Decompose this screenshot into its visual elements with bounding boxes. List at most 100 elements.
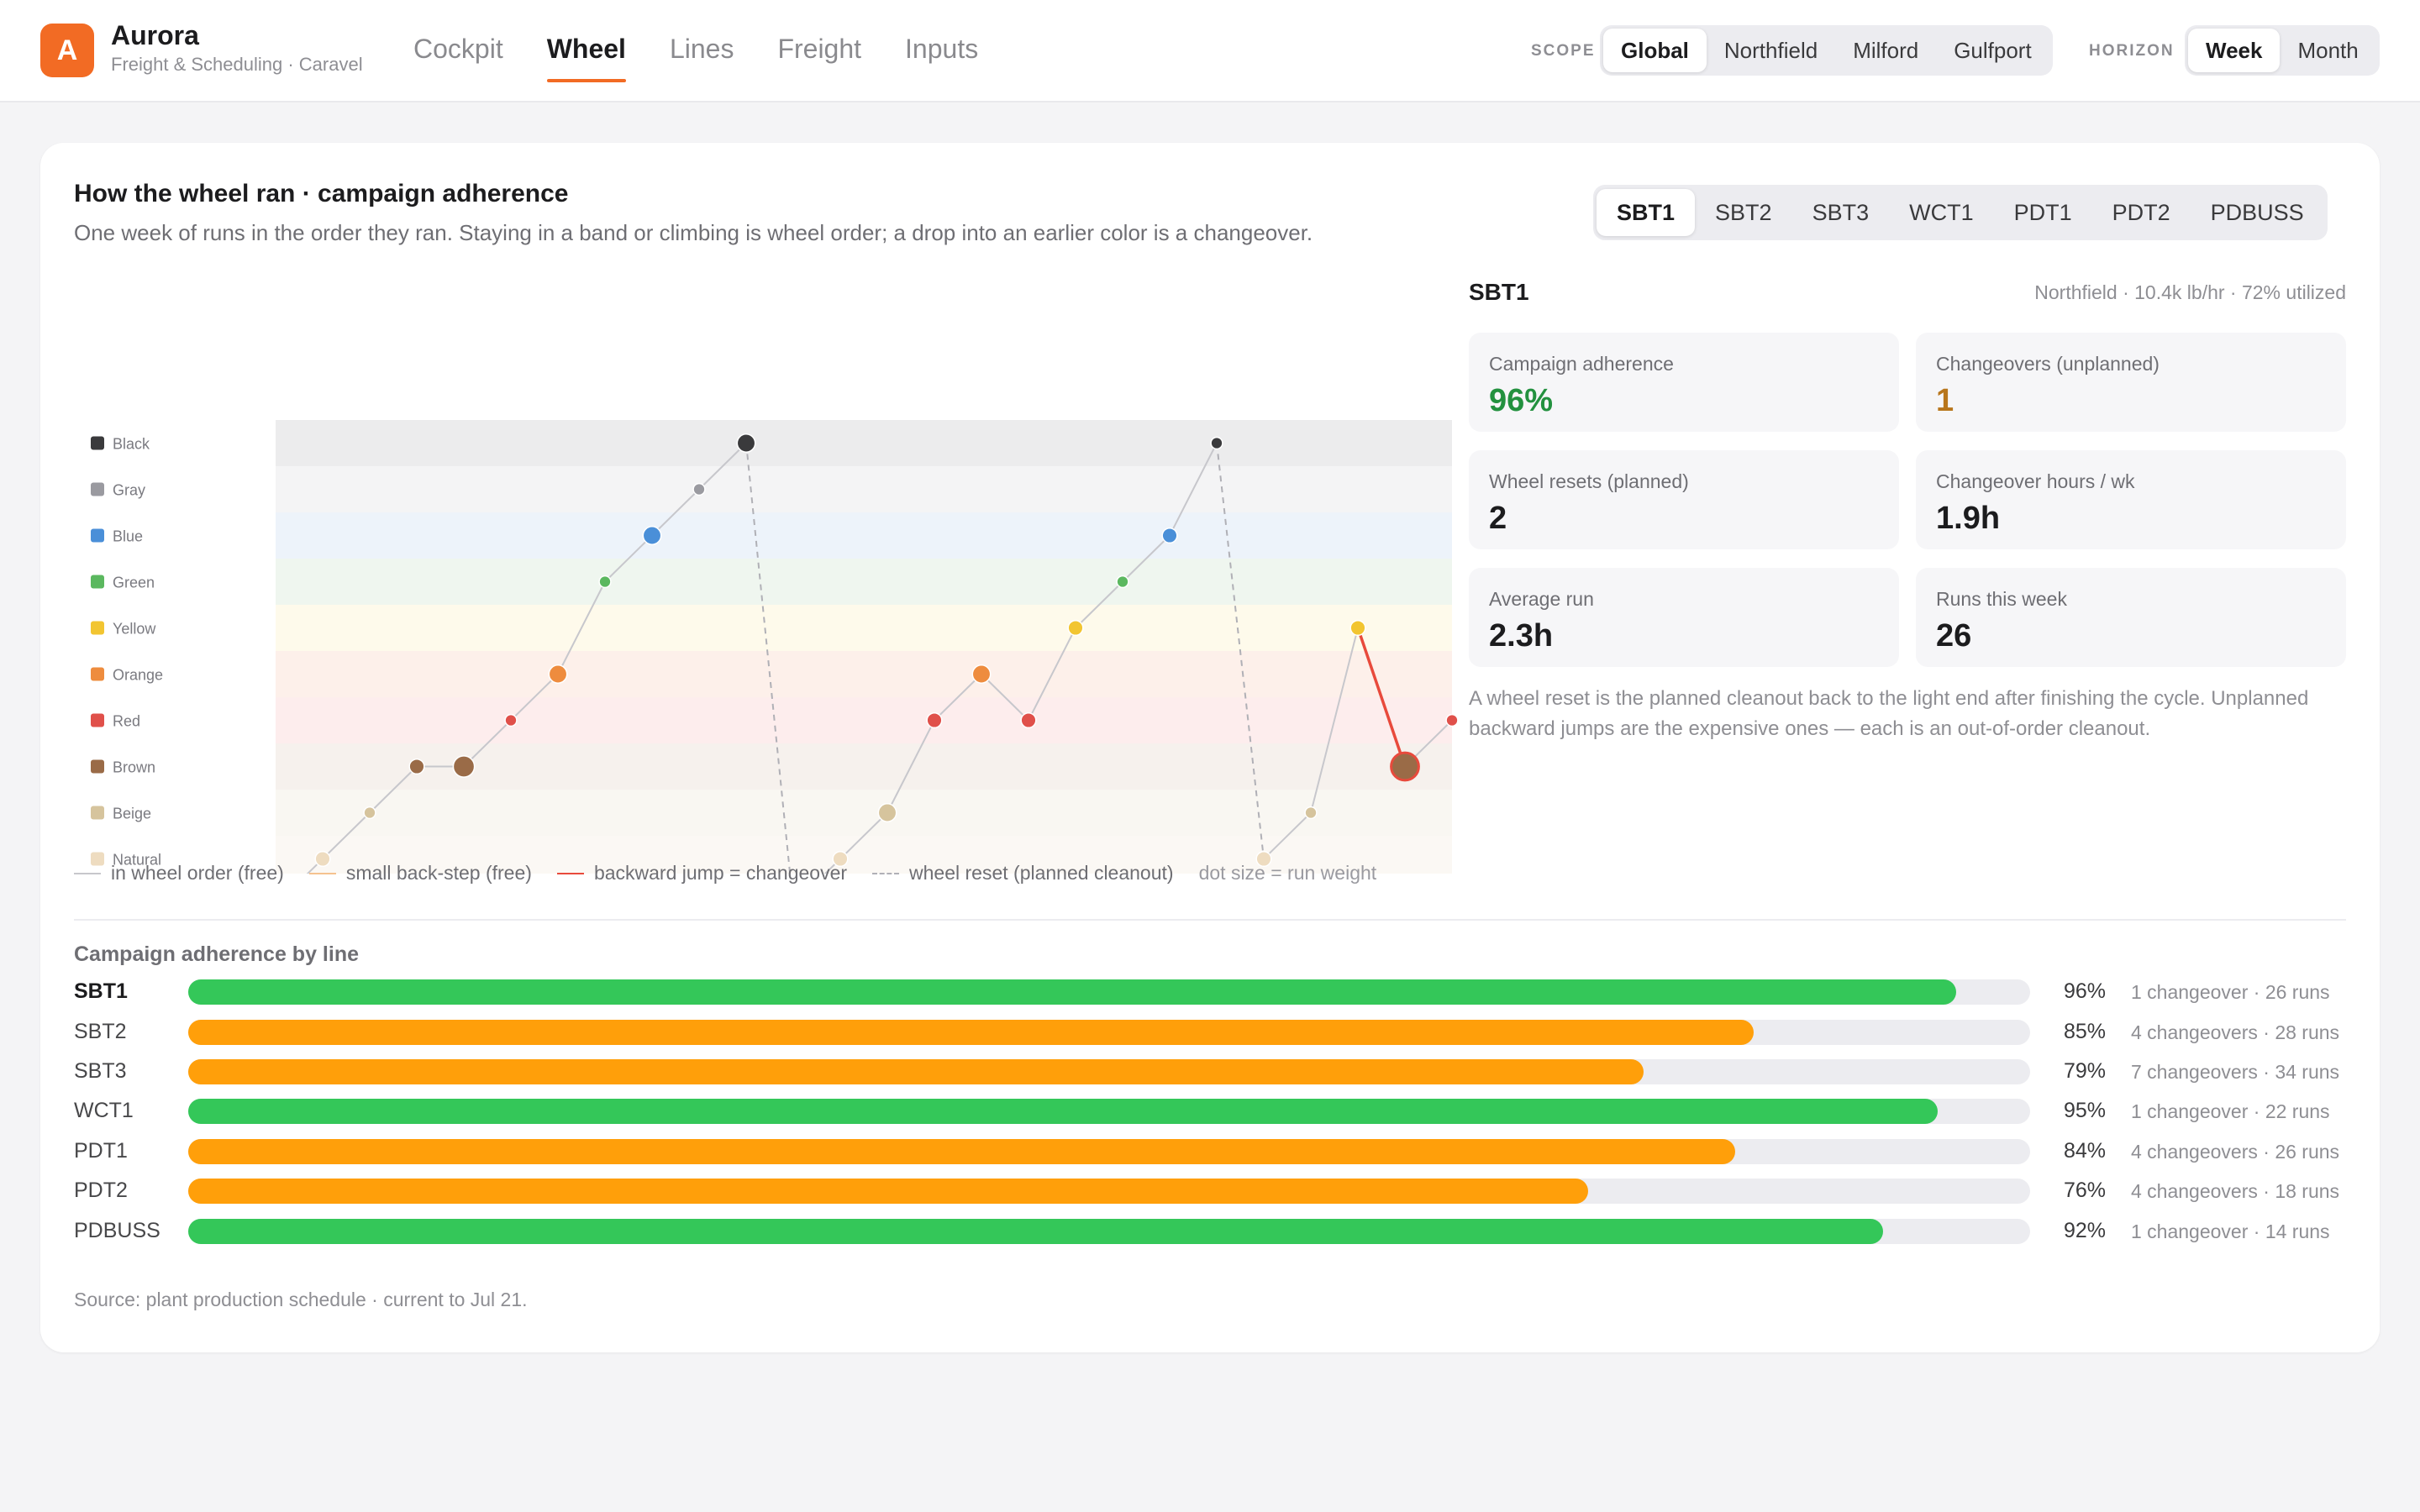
line-tab-wct1[interactable]: WCT1: [1909, 200, 1974, 225]
band-label-blue: Blue: [113, 528, 143, 545]
band-yellow: [276, 605, 1452, 651]
band-swatch-natural: [91, 852, 104, 866]
run-dot: [1020, 711, 1037, 729]
adherence-note: 4 changeovers · 26 runs: [2131, 1141, 2340, 1163]
kpi-label: Runs this week: [1936, 588, 2067, 610]
segment-order: [1310, 627, 1359, 813]
adherence-row-sbt2[interactable]: SBT2 85% 4 changeovers · 28 runs: [74, 1015, 2346, 1048]
nav-item-freight[interactable]: Freight: [777, 34, 862, 64]
nav-item-cockpit[interactable]: Cockpit: [413, 34, 503, 64]
kpi-runs-this-week: Runs this week 26: [1916, 568, 2346, 667]
nav-item-inputs[interactable]: Inputs: [905, 34, 979, 64]
detail-line-title: SBT1: [1469, 279, 1529, 305]
segment-changeover: [1356, 627, 1407, 768]
band-swatch-red: [91, 713, 104, 727]
adherence-track: [188, 1059, 2030, 1084]
band-label-gray: Gray: [113, 482, 145, 499]
kpi-changeovers-unplanned: Changeovers (unplanned) 1: [1916, 333, 2346, 432]
kpi-label: Campaign adherence: [1489, 353, 1674, 375]
section-divider: [74, 919, 2346, 921]
reset-explanation: A wheel reset is the planned cleanout ba…: [1469, 687, 2309, 740]
legend-item-dot-size: dot size = run weight: [1199, 862, 1377, 885]
nav-item-wheel[interactable]: Wheel: [546, 0, 627, 101]
adherence-line-name: WCT1: [74, 1099, 134, 1122]
kpi-label: Changeover hours / wk: [1936, 470, 2135, 492]
band-orange: [276, 651, 1452, 697]
band-red: [276, 697, 1452, 743]
run-dot: [1210, 436, 1223, 450]
band-gray: [276, 466, 1452, 512]
line-tab-pdt1[interactable]: PDT1: [2013, 200, 2072, 225]
run-dot: [1067, 619, 1084, 637]
legend-label-changeover: backward jump = changeover: [593, 862, 848, 884]
kpi-value: 1: [1936, 383, 1954, 418]
adherence-row-pdbuss[interactable]: PDBUSS 92% 1 changeover · 14 runs: [74, 1214, 2346, 1247]
band-blue: [276, 512, 1452, 559]
adherence-bar: [188, 1020, 1754, 1045]
adherence-note: 1 changeover · 14 runs: [2131, 1221, 2330, 1242]
line-tab-sbt3[interactable]: SBT3: [1812, 200, 1870, 225]
band-swatch-gray: [91, 482, 104, 496]
adherence-bar: [188, 1139, 1736, 1164]
adherence-row-sbt1[interactable]: SBT1 96% 1 changeover · 26 runs: [74, 974, 2346, 1008]
scope-option-northfield[interactable]: Northfield: [1723, 38, 1818, 63]
wheel-run-chart: WhiteNaturalBeigeBrownRedOrangeYellowGre…: [91, 420, 1459, 874]
chart-segments: [306, 442, 1453, 874]
wheel-card: How the wheel ran · campaign adherence O…: [40, 143, 2380, 1352]
run-dot: [598, 575, 612, 589]
adherence-track: [188, 1219, 2030, 1244]
adherence-percent: 95%: [2064, 1099, 2107, 1122]
run-dot: [452, 755, 476, 778]
adherence-row-wct1[interactable]: WCT1 95% 1 changeover · 22 runs: [74, 1094, 2346, 1127]
horizon-option-week[interactable]: Week: [2188, 29, 2281, 72]
nav-item-lines[interactable]: Lines: [669, 34, 734, 64]
adherence-note: 1 changeover · 26 runs: [2131, 981, 2330, 1003]
adherence-bar: [188, 1099, 1939, 1124]
adherence-row-pdt1[interactable]: PDT1 84% 4 changeovers · 26 runs: [74, 1134, 2346, 1168]
adherence-bar: [188, 1219, 1883, 1244]
band-label-yellow: Yellow: [113, 621, 156, 638]
segment-order: [510, 673, 559, 722]
line-tab-pdt2[interactable]: PDT2: [2112, 200, 2170, 225]
kpi-label: Changeovers (unplanned): [1936, 353, 2160, 375]
chart-labels: WhiteNaturalBeigeBrownRedOrangeYellowGre…: [91, 436, 163, 869]
source-note: Source: plant production schedule · curr…: [74, 1289, 528, 1310]
segment-order: [1169, 443, 1218, 536]
band-black: [276, 420, 1452, 466]
kpi-campaign-adherence: Campaign adherence 96%: [1469, 333, 1899, 432]
scope-option-global[interactable]: Global: [1603, 29, 1707, 72]
run-dot: [548, 664, 568, 684]
run-dot: [1390, 751, 1420, 782]
adherence-row-pdt2[interactable]: PDT2 76% 4 changeovers · 18 runs: [74, 1173, 2346, 1207]
run-dot: [971, 664, 992, 684]
legend-swatch-reset: [872, 872, 900, 874]
kpi-value: 96%: [1489, 383, 1554, 418]
scope-option-milford[interactable]: Milford: [1853, 38, 1919, 63]
adherence-percent: 96%: [2064, 979, 2107, 1003]
segment-order: [934, 673, 982, 722]
segment-order: [981, 673, 1029, 722]
segment-order: [823, 858, 841, 874]
card-subtitle: One week of runs in the order they ran. …: [74, 220, 1313, 245]
main-nav: Cockpit Wheel Lines Freight Inputs: [413, 0, 1022, 101]
adherence-percent: 92%: [2064, 1219, 2107, 1242]
scope-option-gulfport[interactable]: Gulfport: [1954, 38, 2032, 63]
run-dot: [1445, 713, 1459, 727]
adherence-line-name: SBT1: [74, 979, 128, 1003]
line-tab-sbt2[interactable]: SBT2: [1715, 200, 1772, 225]
app-logo[interactable]: A: [40, 24, 94, 77]
adherence-row-sbt3[interactable]: SBT3 79% 7 changeovers · 34 runs: [74, 1054, 2346, 1088]
line-tab-pdbuss[interactable]: PDBUSS: [2210, 200, 2304, 225]
legend-label-in-order: in wheel order (free): [111, 862, 284, 884]
legend-swatch-in-order: [74, 872, 101, 874]
legend-swatch-back-step: [308, 872, 336, 874]
segment-reset: [745, 443, 792, 874]
kpi-value: 2: [1489, 501, 1507, 536]
legend-label-back-step: small back-step (free): [345, 862, 532, 884]
line-tab-sbt1[interactable]: SBT1: [1597, 189, 1696, 236]
horizon-option-month[interactable]: Month: [2297, 38, 2359, 63]
adherence-bar: [188, 979, 1957, 1005]
horizon-label: HORIZON: [2089, 42, 2175, 60]
adherence-bar: [188, 1179, 1588, 1204]
band-label-red: Red: [113, 713, 140, 730]
